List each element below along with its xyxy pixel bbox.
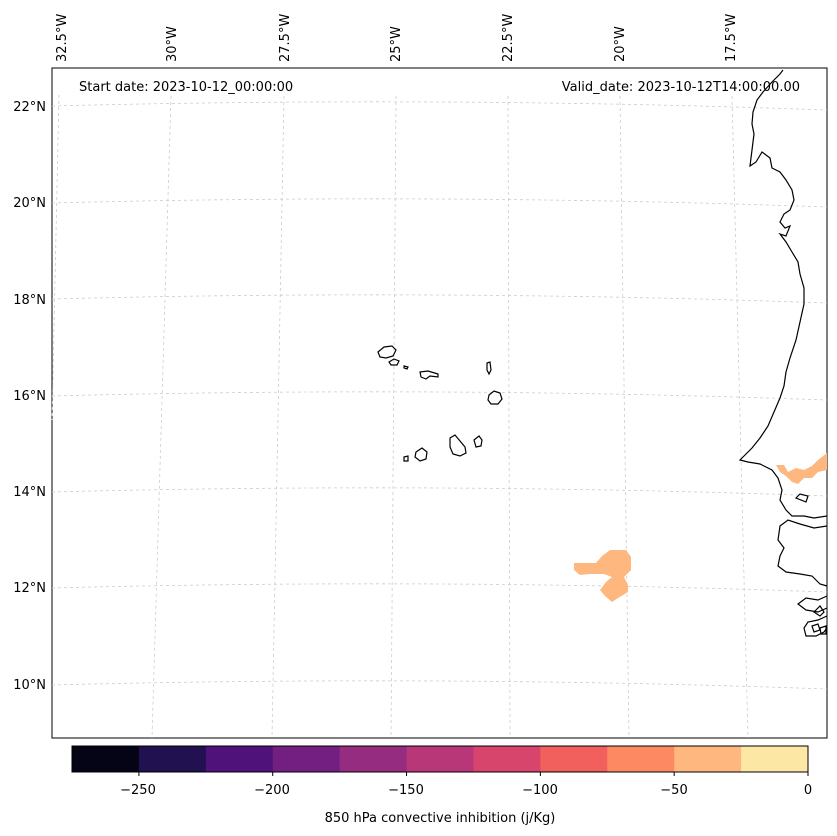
- bijagos-island-b: [813, 605, 825, 617]
- lon-label-30w: 30°W: [165, 26, 180, 62]
- parallel-10n: [51, 680, 828, 690]
- colorbar-segment: [138, 746, 207, 772]
- lat-label-18n: 18°N: [13, 293, 46, 308]
- colorbar-tick-label: 0: [804, 783, 812, 798]
- parallel-20n: [51, 198, 828, 208]
- lat-label-16n: 16°N: [13, 389, 46, 404]
- parallel-16n: [51, 391, 828, 401]
- lon-label-27.5w: 27.5°W: [278, 14, 293, 62]
- lon-label-25w: 25°W: [389, 26, 404, 62]
- lon-label-17.5w: 17.5°W: [724, 14, 739, 62]
- colorbar-ticks: −250 −200 −150 −100 −50 0: [120, 783, 812, 798]
- colorbar-frame: [71, 745, 809, 773]
- island-fogo: [414, 447, 428, 462]
- island-sal: [486, 361, 492, 376]
- africa-coastline-south: [777, 519, 828, 587]
- colorbar-segment: [674, 746, 742, 772]
- island-sao-nicolau: [419, 370, 439, 380]
- island-santa-luzia: [403, 365, 409, 370]
- map-frame: [51, 67, 828, 739]
- longitude-labels: 32.5°W 30°W 27.5°W 25°W 22.5°W 20°W 17.5…: [55, 14, 739, 62]
- latitude-labels: 22°N 20°N 18°N 16°N 14°N 12°N 10°N: [13, 100, 46, 693]
- colorbar: [71, 745, 809, 776]
- island-santiago: [449, 434, 467, 457]
- island-brava: [403, 455, 409, 462]
- colorbar-segment: [741, 746, 809, 772]
- cin-shading: [574, 453, 827, 602]
- lat-label-14n: 14°N: [13, 485, 46, 500]
- meridian-17.5w: [731, 95, 749, 739]
- colorbar-tick-label: −100: [522, 783, 558, 798]
- colorbar-label: 850 hPa convective inhibition (j/Kg): [325, 811, 556, 826]
- bijagos-island-a: [794, 493, 809, 503]
- cin-region-coast: [776, 453, 827, 484]
- parallel-14n: [51, 487, 828, 497]
- meridian-25w: [390, 95, 397, 739]
- colorbar-segment: [72, 746, 140, 772]
- colorbar-segment: [540, 746, 608, 772]
- colorbar-segment: [406, 746, 474, 772]
- colorbar-tick-label: −50: [660, 783, 687, 798]
- lat-label-12n: 12°N: [13, 581, 46, 596]
- island-santo-antao: [377, 345, 397, 359]
- lat-label-10n: 10°N: [13, 678, 46, 693]
- coastlines: [377, 69, 828, 637]
- colorbar-segment: [339, 746, 408, 772]
- lon-label-32.5w: 32.5°W: [55, 14, 70, 62]
- lon-label-20w: 20°W: [613, 26, 628, 62]
- lon-label-22.5w: 22.5°W: [501, 14, 516, 62]
- colorbar-segment: [205, 746, 274, 772]
- meridian-20w: [619, 95, 630, 739]
- africa-coastline-bijagos: [797, 595, 828, 637]
- colorbar-tick-label: −250: [120, 783, 156, 798]
- cin-region-offshore: [574, 550, 631, 602]
- parallel-22n: [51, 101, 828, 111]
- lat-label-20n: 20°N: [13, 196, 46, 211]
- colorbar-segment: [473, 746, 541, 772]
- island-sao-vicente: [388, 358, 400, 366]
- island-maio: [473, 435, 483, 448]
- lat-label-22n: 22°N: [13, 100, 46, 115]
- colorbar-segment: [272, 746, 341, 772]
- africa-coastline: [738, 69, 828, 519]
- colorbar-segment: [607, 746, 675, 772]
- map-gridlines: [51, 94, 828, 739]
- colorbar-tick-label: −200: [254, 783, 290, 798]
- valid-date-label: Valid_date: 2023-10-12T14:00:00.00: [562, 80, 800, 95]
- bijagos-island-d: [819, 625, 827, 635]
- parallel-18n: [51, 294, 828, 304]
- parallel-12n: [51, 583, 828, 593]
- meridian-22.5w: [507, 95, 511, 739]
- meridian-32.5w: [51, 94, 60, 421]
- meridian-27.5w: [271, 95, 285, 739]
- start-date-label: Start date: 2023-10-12_00:00:00: [79, 80, 293, 95]
- meridian-30w: [151, 95, 172, 739]
- colorbar-tick-label: −150: [388, 783, 424, 798]
- island-boa-vista: [487, 390, 503, 405]
